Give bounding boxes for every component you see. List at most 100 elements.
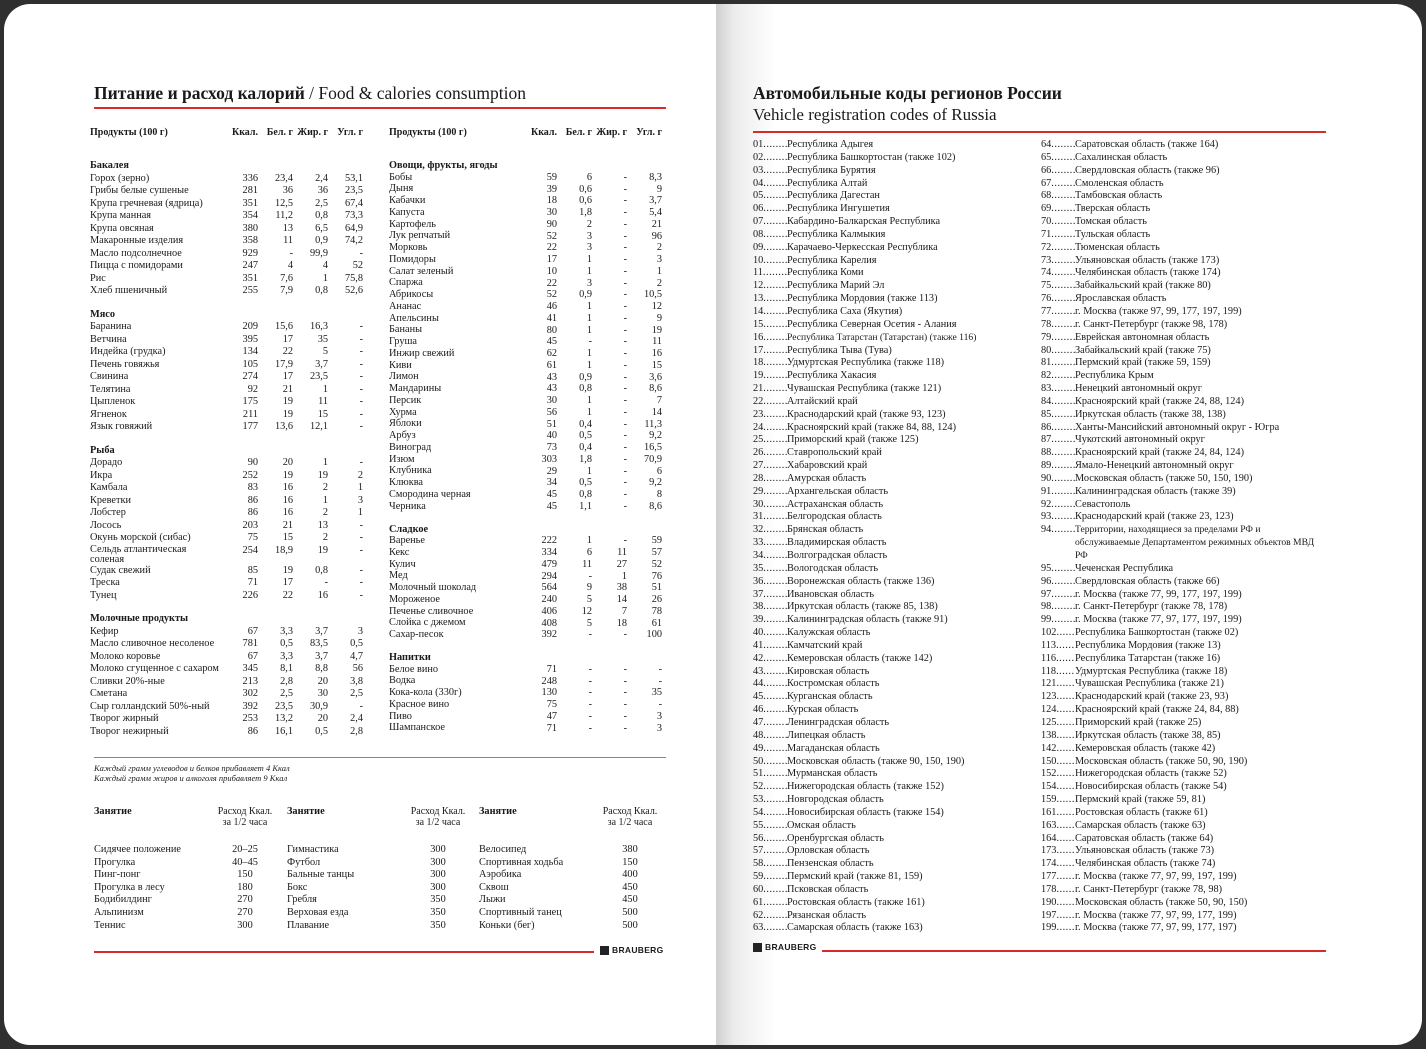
value-cell: 18 [616, 617, 627, 629]
region-code: 05 [753, 190, 787, 203]
value-cell: 73,3 [344, 210, 363, 221]
header-cell: Занятие [287, 806, 325, 817]
food-row: Окунь морской (сибас) 75 15 2 - [90, 532, 370, 545]
value-cell: 16 [651, 348, 662, 359]
value-cell: 1 [322, 494, 328, 506]
region-code: 34 [753, 550, 787, 563]
code-row: 77г. Москва (также 97, 99, 177, 197, 199… [1041, 306, 1326, 319]
value-cell: 56 [352, 663, 363, 674]
section-heading: Мясо [90, 308, 116, 320]
value-cell: 0,8 [315, 210, 328, 221]
food-row: Груша 45 - - 11 [389, 336, 669, 348]
value-cell: 43 [546, 383, 557, 395]
value-cell: - [623, 183, 627, 195]
food-row: Ягненок 211 19 15 - [90, 409, 370, 422]
activity-row: Аэробика 400 [479, 869, 661, 882]
code-row: 10Республика Карелия [753, 255, 1033, 268]
value-cell: 15 [651, 359, 662, 371]
value-cell: - [623, 699, 627, 710]
food-row: Лук репчатый 52 3 - 96 [389, 231, 669, 243]
value-cell: - [588, 570, 592, 582]
value-cell: 18 [546, 195, 557, 207]
activity-row: Сидячее положение 20–25 [94, 844, 276, 857]
region-name: Московская область (также 50, 90, 190) [1075, 755, 1248, 767]
value-cell: 3 [586, 242, 592, 254]
region-name: Чукотский автономный округ [1075, 434, 1205, 446]
food-row: Черника 45 1,1 - 8,6 [389, 501, 669, 513]
value-cell: 16 [282, 494, 293, 506]
region-code: 118 [1041, 666, 1075, 679]
value-cell: 12 [651, 301, 662, 312]
value-cell: 52,6 [344, 285, 363, 296]
activity-row: Плавание 350 [287, 920, 469, 933]
value-cell: 0,9 [579, 289, 592, 301]
value-cell: 19 [317, 544, 328, 556]
value-cell: - [623, 324, 627, 336]
value-cell: - [623, 277, 627, 289]
brand-text: BRAUBERG [765, 942, 817, 952]
value-cell: 408 [541, 617, 557, 629]
value-cell: 5 [586, 617, 592, 629]
code-row: 14Республика Саха (Якутия) [753, 306, 1033, 319]
region-name: Республика Тыва (Тува) [787, 344, 892, 356]
value-cell: 564 [541, 582, 557, 594]
value-cell: 9 [656, 183, 662, 195]
region-name: г. Москва (также 97, 99, 177, 197, 199) [1075, 305, 1242, 317]
food-row: Морковь 22 3 - 2 [389, 242, 669, 254]
activity-row: Бодибилдинг 270 [94, 894, 276, 907]
value-cell: - [623, 242, 627, 254]
value-cell: - [588, 687, 592, 699]
region-code: 42 [753, 653, 787, 666]
food-row: Помидоры 17 1 - 3 [389, 254, 669, 266]
activity-row: Лыжи 450 [479, 894, 661, 907]
food-row: Индейка (грудка) 134 22 5 - [90, 346, 370, 359]
value-cell: 6 [586, 547, 592, 558]
value-cell: 1 [586, 359, 592, 371]
region-name: Республика Алтай [787, 177, 868, 189]
value-cell: 1 [322, 272, 328, 284]
activity-value: 180 [237, 881, 253, 893]
food-row: Крупа гречневая (ядрица) 351 12,5 2,5 67,4 [90, 198, 370, 211]
value-cell: 3,6 [649, 371, 662, 383]
value-cell: - [359, 358, 363, 370]
code-row: 88Красноярский край (также 24, 84, 124) [1041, 447, 1326, 460]
region-name: Калужская область [787, 627, 871, 639]
region-name: Саратовская область (также 64) [1075, 832, 1214, 844]
section-heading: Сладкое [389, 523, 429, 535]
food-row: Киви 61 1 - 15 [389, 360, 669, 372]
region-name: Ямало-Ненецкий автономный округ [1075, 460, 1234, 472]
food-row: Сыр голландский 50%-ный 392 23,5 30,9 - [90, 701, 370, 714]
food-row: Молочный шоколад 564 9 38 51 [389, 582, 669, 594]
value-cell: 2 [322, 532, 328, 543]
value-cell: 78 [651, 605, 662, 617]
value-cell: 19 [651, 324, 662, 336]
region-name: Курская область [787, 704, 859, 716]
code-row: 30Астраханская область [753, 499, 1033, 512]
region-code: 70 [1041, 216, 1075, 229]
code-row: 118Удмуртская Республика (также 18) [1041, 666, 1326, 679]
activity-value: 300 [430, 881, 446, 893]
value-cell: - [623, 383, 627, 395]
code-row: 39Калининградская область (также 91) [753, 614, 1033, 627]
value-cell: 11 [283, 235, 293, 246]
food-row: Свинина 274 17 23,5 - [90, 371, 370, 384]
value-cell: 0,8 [579, 489, 592, 500]
value-cell: 40 [546, 430, 557, 442]
header-cell: Угл. г [636, 127, 662, 138]
region-name: Республика Марий Эл [787, 280, 885, 292]
code-row: 73Ульяновская область (также 173) [1041, 255, 1326, 268]
region-code: 12 [753, 280, 787, 293]
code-row: 49Магаданская область [753, 743, 1033, 756]
food-name: Печенье сливочное [389, 605, 474, 617]
value-cell: 294 [541, 570, 557, 582]
food-name: Горох (зерно) [90, 172, 150, 184]
food-name: Телятина [90, 383, 131, 395]
region-name: Удмуртская Республика (также 18) [1075, 665, 1228, 677]
region-name: Нижегородская область (также 152) [787, 781, 944, 793]
value-cell: 1 [586, 535, 592, 547]
value-cell: 30,9 [309, 700, 328, 712]
region-name: Тульская область [1075, 228, 1151, 240]
value-cell: 336 [242, 172, 258, 184]
region-name: Кабардино-Балкарская Республика [787, 216, 941, 228]
code-row: 13Республика Мордовия (также 113) [753, 293, 1033, 306]
